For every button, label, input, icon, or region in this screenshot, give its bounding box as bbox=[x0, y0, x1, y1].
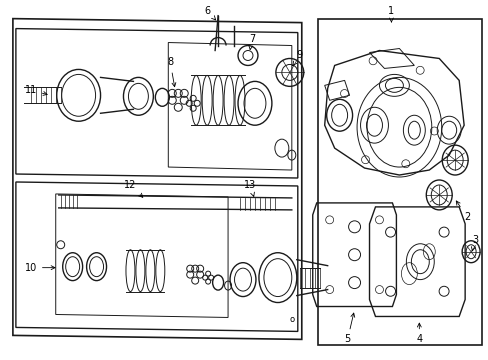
Text: o: o bbox=[289, 315, 294, 324]
Text: 1: 1 bbox=[387, 6, 394, 22]
Text: 10: 10 bbox=[25, 263, 55, 273]
Text: 7: 7 bbox=[248, 33, 255, 50]
Text: 8: 8 bbox=[167, 58, 176, 87]
Text: 13: 13 bbox=[244, 180, 256, 197]
Text: 5: 5 bbox=[344, 313, 354, 345]
Text: 3: 3 bbox=[470, 235, 477, 251]
Text: 6: 6 bbox=[203, 6, 215, 20]
Text: 9: 9 bbox=[292, 50, 302, 66]
Text: 2: 2 bbox=[455, 201, 469, 222]
Text: 12: 12 bbox=[124, 180, 142, 197]
Text: 4: 4 bbox=[415, 323, 422, 345]
Text: 11: 11 bbox=[25, 85, 47, 95]
Bar bbox=[317, 19, 481, 345]
